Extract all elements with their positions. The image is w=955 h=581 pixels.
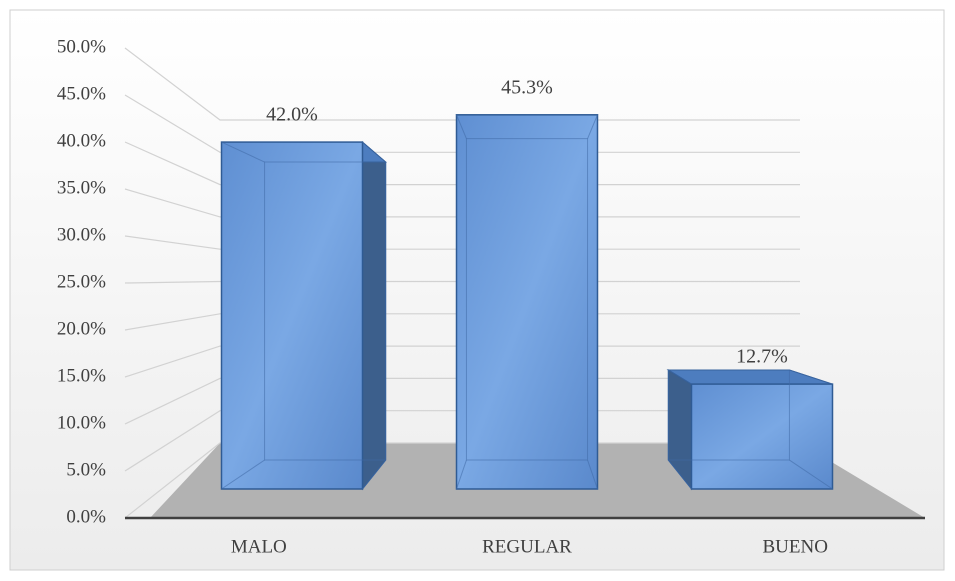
bar — [220, 141, 364, 490]
y-tick-label: 25.0% — [57, 271, 106, 292]
x-tick-label: REGULAR — [482, 536, 572, 557]
grid-line — [124, 280, 800, 284]
x-tick-label: BUENO — [762, 536, 827, 557]
grid-line — [124, 188, 800, 218]
y-tick-label: 40.0% — [57, 130, 106, 151]
bar-depth-edge — [587, 114, 598, 139]
bar-depth-edge — [667, 459, 692, 490]
data-label: 42.0% — [266, 104, 318, 126]
y-tick-label: 10.0% — [57, 412, 106, 433]
bar — [455, 114, 599, 490]
bar-depth-edge — [456, 459, 467, 490]
y-tick-label: 20.0% — [57, 318, 106, 339]
x-tick-label: MALO — [231, 536, 287, 557]
bar-depth-edge — [789, 369, 833, 385]
y-tick-label: 35.0% — [57, 177, 106, 198]
data-label: 12.7% — [736, 346, 788, 368]
bar-depth-edge — [668, 369, 692, 385]
y-tick-label: 45.0% — [57, 83, 106, 104]
grid-line — [124, 442, 800, 519]
data-label: 45.3% — [501, 76, 553, 98]
grid-line — [124, 377, 800, 425]
bar-depth-edge — [221, 459, 265, 490]
y-tick-label: 0.0% — [66, 506, 106, 527]
bar-depth-edge — [789, 459, 833, 490]
grid-line — [124, 47, 800, 121]
bar-side — [362, 140, 387, 491]
y-tick-label: 5.0% — [66, 459, 106, 480]
grid-line — [124, 410, 800, 472]
y-tick-label: 50.0% — [57, 36, 106, 57]
bar-depth-edge — [456, 114, 467, 139]
grid-line — [124, 141, 800, 186]
grid-line — [124, 313, 800, 331]
bar-depth-edge — [362, 459, 387, 490]
bar-depth-edge — [362, 141, 387, 163]
bar-depth-edge — [587, 459, 598, 490]
grid-line — [124, 235, 800, 250]
y-tick-label: 15.0% — [57, 365, 106, 386]
grid-line — [124, 94, 800, 153]
y-tick-label: 30.0% — [57, 224, 106, 245]
bar — [690, 383, 834, 490]
grid-line — [124, 345, 800, 378]
bar-depth-edge — [221, 141, 265, 163]
